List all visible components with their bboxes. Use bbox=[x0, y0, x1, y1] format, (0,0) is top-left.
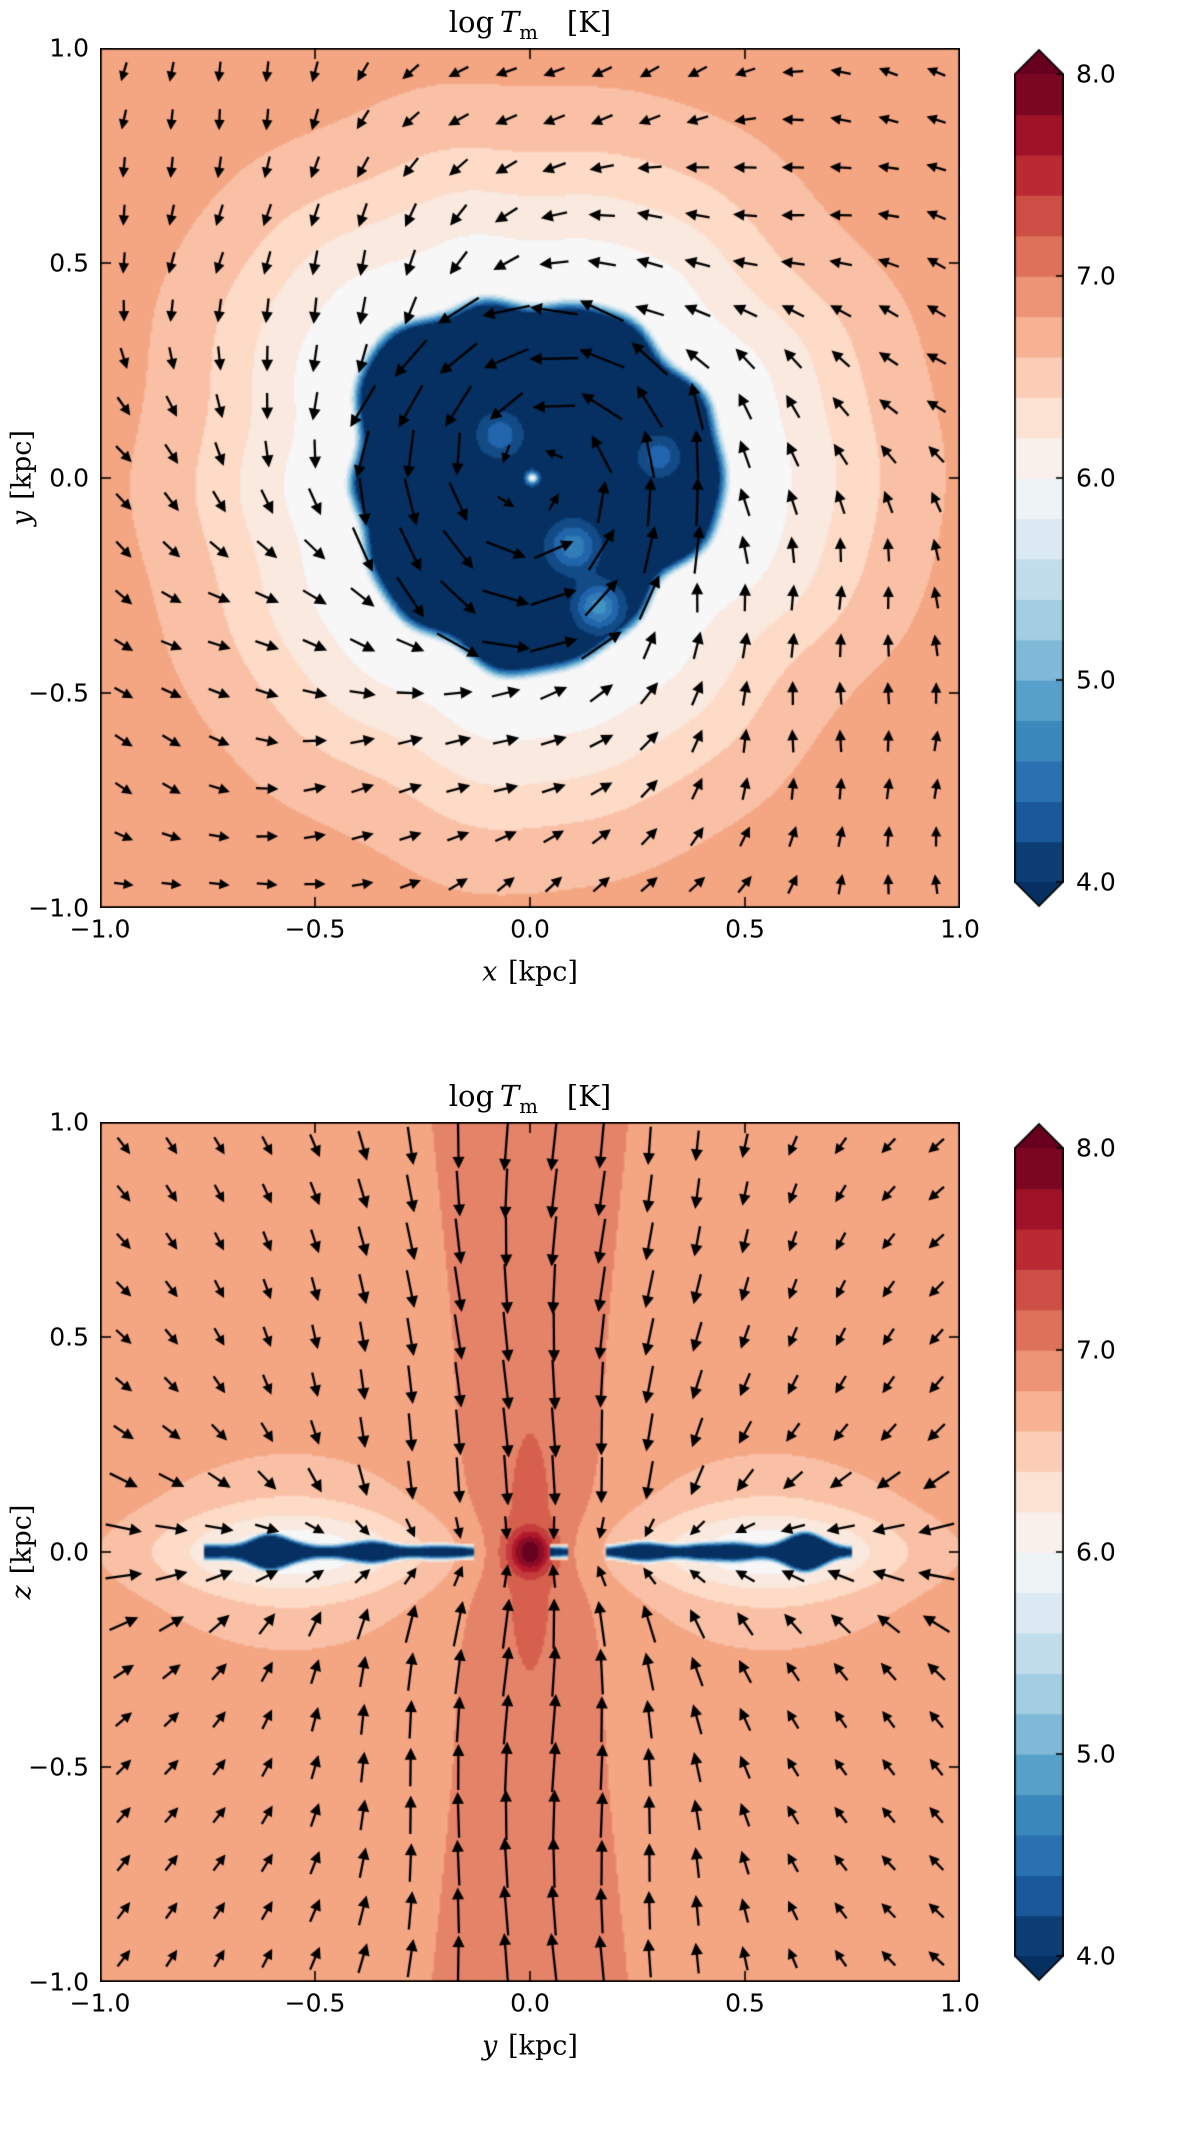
colorbar-tick-label: 4.0 bbox=[1076, 867, 1116, 897]
x-tick-label: −1.0 bbox=[69, 914, 131, 944]
colorbar-tick-label: 8.0 bbox=[1076, 59, 1116, 89]
yaxis-unit: [kpc] bbox=[6, 1504, 38, 1575]
colorbar-tick-label: 7.0 bbox=[1076, 1335, 1116, 1365]
x-tick-label: 1.0 bbox=[940, 1988, 980, 2018]
y-tick-label: −0.5 bbox=[28, 1752, 89, 1782]
colorbar-tick-label: 4.0 bbox=[1076, 1941, 1116, 1971]
x-tick-label: −1.0 bbox=[69, 1988, 131, 2018]
x-tick-label: 0.0 bbox=[510, 1988, 550, 2018]
xaxis-var: y bbox=[482, 2030, 498, 2062]
colorbar-tick-label: 5.0 bbox=[1076, 1739, 1116, 1769]
y-tick-label: −1.0 bbox=[28, 1967, 89, 1997]
y-tick-label: −0.5 bbox=[28, 678, 89, 708]
xaxis-label-edgeon: y [kpc] bbox=[482, 2031, 578, 2062]
x-tick-label: 0.5 bbox=[725, 1988, 765, 2018]
xaxis-unit: [kpc] bbox=[508, 2030, 578, 2062]
x-tick-label: 1.0 bbox=[940, 914, 980, 944]
title-subscript: m bbox=[519, 20, 538, 44]
y-tick-label: 0.5 bbox=[49, 248, 89, 278]
y-tick-label: 0.0 bbox=[49, 463, 89, 493]
y-tick-label: 1.0 bbox=[49, 1107, 89, 1137]
colorbar-tick-label: 5.0 bbox=[1076, 665, 1116, 695]
title-symbol: T bbox=[499, 1079, 520, 1113]
colorbar-faceon-canvas bbox=[1014, 48, 1064, 908]
y-tick-label: −1.0 bbox=[28, 893, 89, 923]
title-prefix: log bbox=[448, 1079, 495, 1113]
x-tick-label: 0.0 bbox=[510, 914, 550, 944]
colorbar-edgeon-canvas bbox=[1014, 1122, 1064, 1982]
xaxis-label-faceon: x [kpc] bbox=[482, 957, 578, 988]
panel-edgeon-title: log Tm [K] bbox=[100, 1079, 960, 1118]
title-subscript: m bbox=[519, 1094, 538, 1118]
heatmap-edgeon-canvas bbox=[100, 1122, 960, 1982]
xaxis-unit: [kpc] bbox=[508, 956, 578, 988]
yaxis-var: z bbox=[6, 1585, 38, 1600]
yaxis-label-faceon: y [kpc] bbox=[7, 430, 38, 526]
y-tick-label: 0.5 bbox=[49, 1322, 89, 1352]
colorbar-tick-label: 6.0 bbox=[1076, 463, 1116, 493]
colorbar-tick-label: 6.0 bbox=[1076, 1537, 1116, 1567]
xaxis-var: x bbox=[482, 956, 498, 988]
title-unit: [K] bbox=[566, 5, 612, 39]
y-tick-label: 0.0 bbox=[49, 1537, 89, 1567]
x-tick-label: 0.5 bbox=[725, 914, 765, 944]
title-unit: [K] bbox=[566, 1079, 612, 1113]
title-symbol: T bbox=[499, 5, 520, 39]
x-tick-label: −0.5 bbox=[284, 1988, 346, 2018]
colorbar-tick-label: 8.0 bbox=[1076, 1133, 1116, 1163]
title-prefix: log bbox=[448, 5, 495, 39]
heatmap-faceon-canvas bbox=[100, 48, 960, 908]
yaxis-var: y bbox=[6, 510, 38, 526]
yaxis-label-edgeon: z [kpc] bbox=[7, 1505, 38, 1600]
y-tick-label: 1.0 bbox=[49, 33, 89, 63]
yaxis-unit: [kpc] bbox=[6, 430, 38, 500]
panel-faceon-title: log Tm [K] bbox=[100, 5, 960, 44]
x-tick-label: −0.5 bbox=[284, 914, 346, 944]
colorbar-tick-label: 7.0 bbox=[1076, 261, 1116, 291]
